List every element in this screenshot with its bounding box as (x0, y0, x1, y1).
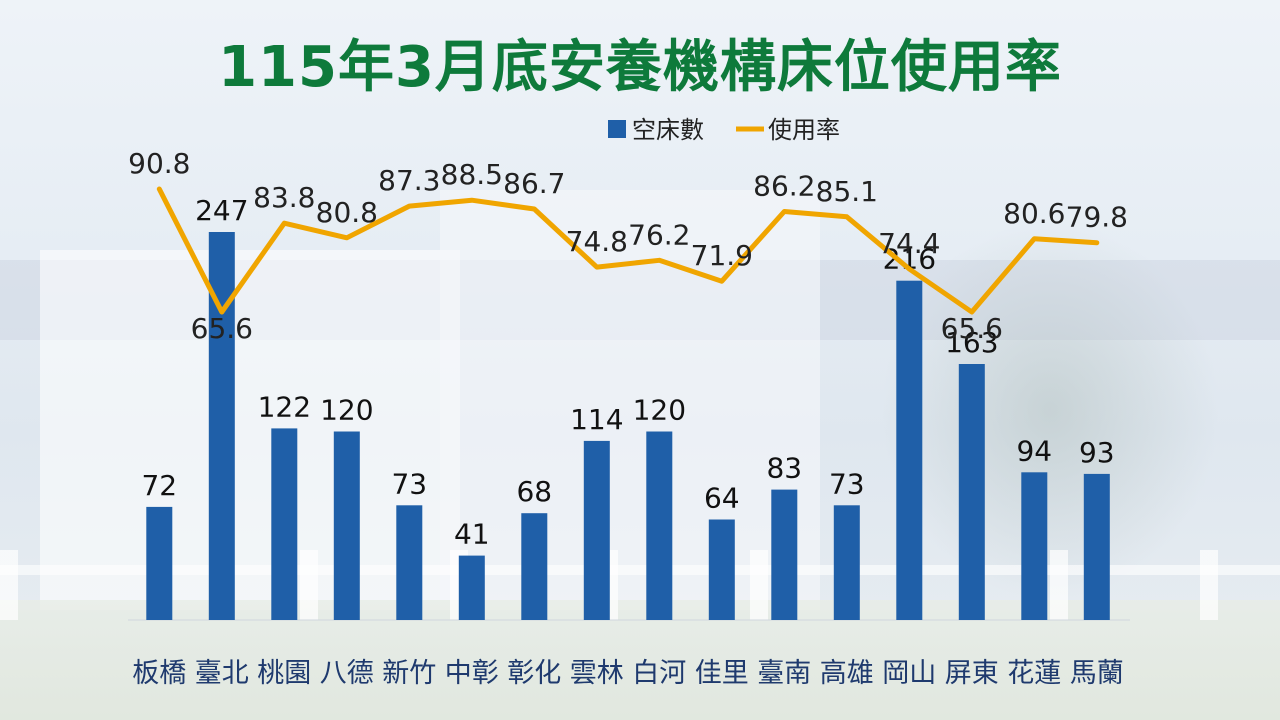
x-tick-label-4: 八德 (320, 658, 374, 689)
bar-value-label-7: 68 (516, 475, 552, 508)
bar-5 (396, 505, 423, 620)
x-tick-label-10: 佳里 (695, 658, 749, 689)
bar-value-label-5: 73 (391, 467, 427, 500)
bar-4 (333, 431, 360, 620)
x-tick-label-5: 新竹 (382, 658, 436, 689)
rate-value-label-13: 74.4 (878, 227, 940, 260)
bar-3 (271, 428, 298, 620)
x-tick-label-1: 板橋 (132, 658, 186, 689)
rate-value-label-15: 80.6 (1003, 197, 1065, 230)
rate-value-label-9: 76.2 (628, 218, 690, 251)
background-tree (880, 220, 1220, 600)
bar-1 (146, 506, 173, 620)
x-tick-label-8: 雲林 (570, 658, 624, 689)
background-fence-rail (0, 565, 1280, 575)
rate-value-label-14: 65.6 (941, 312, 1003, 345)
legend-label-bar: 空床數 (632, 116, 704, 144)
rate-value-label-10: 71.9 (691, 239, 753, 272)
point-labels-group: 90.8 65.6 83.8 80.887.3 88.5 86.774.8 76.271.9… (128, 147, 1128, 345)
chart-title: 115年3月底安養機構床位使用率 (218, 35, 1062, 100)
bar-value-label-11: 83 (766, 452, 802, 485)
rate-value-label-7: 86.7 (503, 167, 565, 200)
bar-12 (833, 505, 860, 620)
legend-label-line: 使用率 (768, 116, 840, 144)
bar-9 (646, 431, 673, 620)
bar-10 (708, 519, 735, 620)
bars-group (146, 232, 1110, 620)
bar-value-label-15: 94 (1016, 434, 1052, 467)
x-tick-label-14: 屏東 (945, 658, 999, 689)
bar-14 (958, 364, 985, 620)
rate-value-label-16: 79.8 (1066, 201, 1128, 234)
bar-15 (1021, 472, 1048, 620)
bar-value-label-12: 73 (829, 467, 865, 500)
rate-value-label-1: 90.8 (128, 147, 190, 180)
rate-value-label-5: 87.3 (378, 164, 440, 197)
bar-16 (1083, 473, 1110, 620)
bar-value-label-10: 64 (704, 482, 740, 515)
bar-value-label-4: 120 (320, 394, 373, 427)
x-tick-label-2: 臺北 (195, 658, 249, 689)
rate-value-label-6: 88.5 (441, 158, 503, 191)
x-tick-label-13: 岡山 (882, 658, 936, 689)
bar-7 (521, 513, 548, 620)
bar-value-label-9: 120 (633, 394, 686, 427)
bar-value-label-8: 114 (570, 403, 623, 436)
rate-value-label-2: 65.6 (191, 312, 253, 345)
bar-value-label-14: 163 (945, 326, 998, 359)
x-tick-label-16: 馬蘭 (1070, 658, 1124, 689)
rate-value-label-12: 85.1 (816, 175, 878, 208)
bar-value-label-16: 93 (1079, 436, 1115, 469)
bar-11 (771, 489, 798, 620)
bar-value-label-1: 72 (141, 469, 177, 502)
background-house-center (440, 190, 820, 610)
bar-8 (583, 440, 610, 620)
x-tick-label-7: 彰化 (507, 658, 561, 689)
bar-13 (896, 280, 923, 620)
bar-6 (458, 555, 485, 620)
legend-swatch-bar (608, 120, 626, 138)
x-tick-label-3: 桃園 (257, 658, 311, 689)
rate-value-label-8: 74.8 (566, 225, 628, 258)
rate-value-label-4: 80.8 (316, 196, 378, 229)
bar-value-label-2: 247 (195, 194, 248, 227)
x-tick-label-6: 中彰 (445, 658, 499, 689)
x-tick-label-9: 白河 (632, 658, 686, 689)
x-tick-label-12: 高雄 (820, 658, 874, 689)
x-tick-label-11: 臺南 (757, 658, 811, 689)
x-tick-label-15: 花蓮 (1007, 658, 1061, 689)
rate-line (156, 186, 1100, 315)
rate-value-label-11: 86.2 (753, 170, 815, 203)
rate-value-label-3: 83.8 (253, 181, 315, 214)
legend: 空床數 使用率 (608, 116, 840, 144)
x-axis-labels: 板橋 臺北 桃園 八德 新竹 中彰 彰化 雲林 白河 佳里 臺南 高雄 岡山 屏東 花蓮 馬蘭 (132, 658, 1124, 689)
bar-value-label-6: 41 (454, 518, 490, 551)
bar-value-label-3: 122 (258, 390, 311, 423)
